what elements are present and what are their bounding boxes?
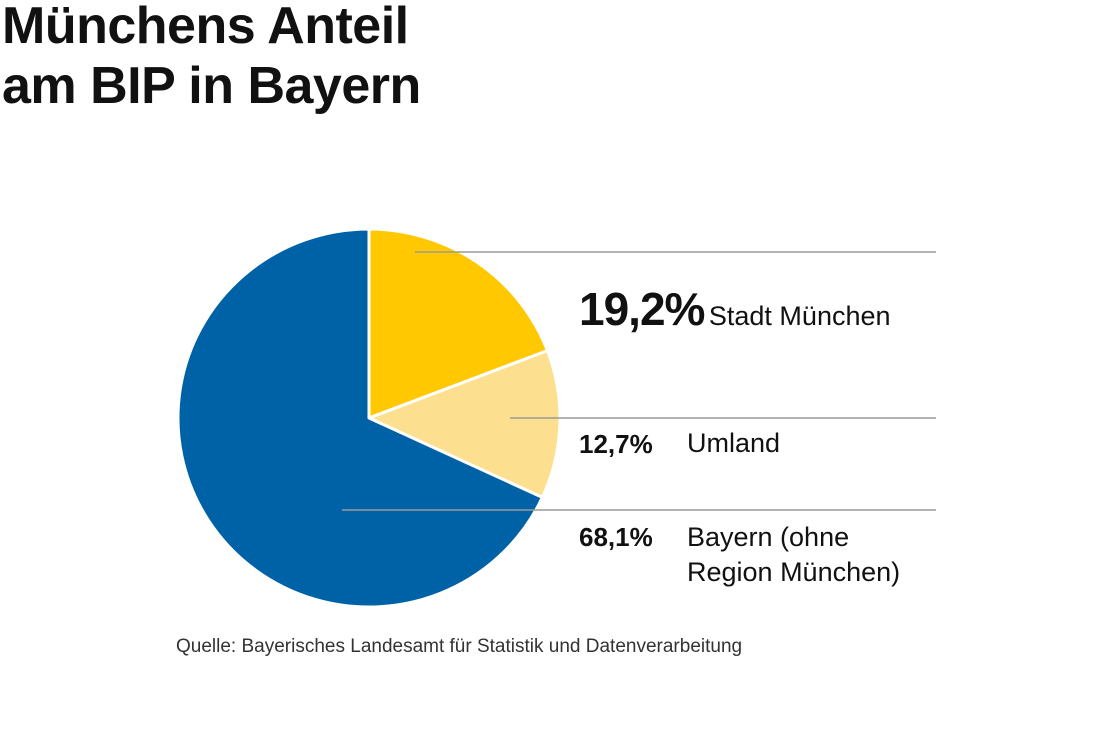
source-note: Quelle: Bayerisches Landesamt für Statis… — [176, 636, 743, 657]
slice-umland — [367, 349, 562, 499]
label-bayern: 68,1% — [579, 522, 653, 553]
value-stadt: 19,2% — [579, 283, 705, 335]
name-bayern: Bayern (ohne Region München) — [687, 520, 900, 590]
name-bayern-line-2: Region München) — [687, 557, 901, 587]
name-umland: Umland — [687, 428, 781, 458]
value-bayern: 68,1% — [579, 522, 653, 552]
value-umland: 12,7% — [579, 429, 653, 459]
chart-title: Münchens Anteil am BIP in Bayern — [2, 0, 421, 116]
label-umland: 12,7% — [579, 429, 653, 460]
name-bayern-line-1: Bayern (ohne — [687, 522, 850, 552]
label-stadt: 19,2% Stadt München — [579, 282, 891, 336]
name-stadt: Stadt München — [708, 301, 891, 331]
slice-stadt — [367, 227, 549, 420]
title-line-1: Münchens Anteil — [2, 0, 409, 55]
title-line-2: am BIP in Bayern — [2, 57, 421, 115]
slice-bayern — [176, 227, 544, 609]
